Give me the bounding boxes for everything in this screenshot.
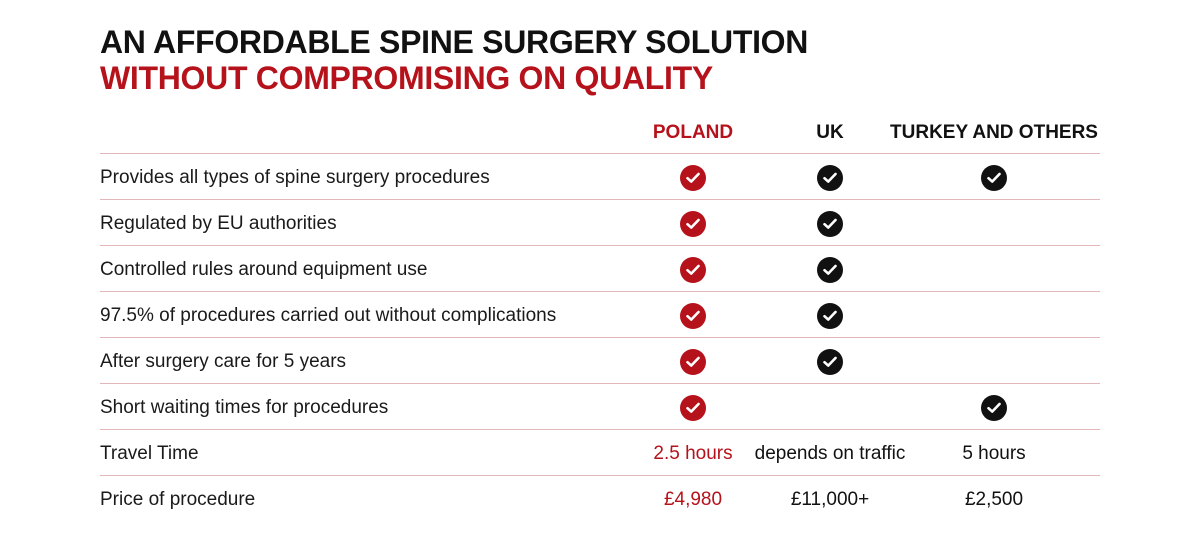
- row-label: Short waiting times for procedures: [100, 397, 389, 418]
- cell-uk: [817, 257, 843, 283]
- cell-poland: [680, 349, 706, 375]
- cell-poland: [680, 395, 706, 421]
- check-circle-icon: [817, 257, 843, 283]
- cell-uk: [817, 303, 843, 329]
- travel-time-row: Travel Time 2.5 hours depends on traffic…: [100, 430, 1100, 476]
- price-turkey: £2,500: [964, 489, 1024, 510]
- check-circle-icon: [817, 165, 843, 191]
- row-label: Regulated by EU authorities: [100, 213, 337, 234]
- cell-poland: [680, 165, 706, 191]
- check-circle-icon: [981, 165, 1007, 191]
- column-header-uk: UK: [816, 122, 844, 143]
- row-label: After surgery care for 5 years: [100, 351, 347, 372]
- check-circle-icon: [680, 395, 706, 421]
- price-row: Price of procedure £4,980 £11,000+ £2,50…: [100, 476, 1100, 521]
- table-row: 97.5% of procedures carried out without …: [100, 292, 1100, 338]
- travel-time-uk: depends on traffic: [754, 443, 906, 464]
- check-circle-icon: [817, 211, 843, 237]
- travel-time-turkey: 5 hours: [962, 443, 1026, 464]
- cell-uk: [817, 211, 843, 237]
- title-line-1: AN AFFORDABLE SPINE SURGERY SOLUTION: [100, 24, 809, 60]
- row-label: Controlled rules around equipment use: [100, 259, 428, 280]
- page-title: AN AFFORDABLE SPINE SURGERY SOLUTION WIT…: [100, 24, 808, 96]
- check-circle-icon: [817, 303, 843, 329]
- feature-rows: Provides all types of spine surgery proc…: [100, 154, 1100, 430]
- column-header-poland: POLAND: [652, 122, 734, 143]
- row-label: 97.5% of procedures carried out without …: [100, 305, 557, 326]
- cell-poland: [680, 303, 706, 329]
- column-header-turkey: TURKEY AND OTHERS: [890, 122, 1098, 143]
- cell-poland: [680, 211, 706, 237]
- row-label: Travel Time: [100, 443, 199, 464]
- table-row: Provides all types of spine surgery proc…: [100, 154, 1100, 200]
- price-poland: £4,980: [663, 489, 723, 510]
- cell-poland: [680, 257, 706, 283]
- check-circle-icon: [817, 349, 843, 375]
- check-circle-icon: [680, 211, 706, 237]
- travel-time-poland: 2.5 hours: [653, 443, 733, 464]
- price-uk: £11,000+: [790, 489, 870, 510]
- check-circle-icon: [680, 165, 706, 191]
- cell-turkey: [981, 395, 1007, 421]
- table-header: POLAND UK TURKEY AND OTHERS: [100, 110, 1100, 154]
- title-line-2: WITHOUT COMPROMISING ON QUALITY: [100, 60, 713, 96]
- cell-uk: [817, 349, 843, 375]
- table-row: Controlled rules around equipment use: [100, 246, 1100, 292]
- row-label: Provides all types of spine surgery proc…: [100, 167, 490, 188]
- cell-uk: [817, 165, 843, 191]
- table-row: Short waiting times for procedures: [100, 384, 1100, 430]
- check-circle-icon: [680, 257, 706, 283]
- cell-turkey: [981, 165, 1007, 191]
- row-label: Price of procedure: [100, 489, 256, 510]
- check-circle-icon: [680, 349, 706, 375]
- table-row: Regulated by EU authorities: [100, 200, 1100, 246]
- comparison-table: POLAND UK TURKEY AND OTHERS Provides all…: [100, 110, 1100, 521]
- check-circle-icon: [680, 303, 706, 329]
- check-circle-icon: [981, 395, 1007, 421]
- table-row: After surgery care for 5 years: [100, 338, 1100, 384]
